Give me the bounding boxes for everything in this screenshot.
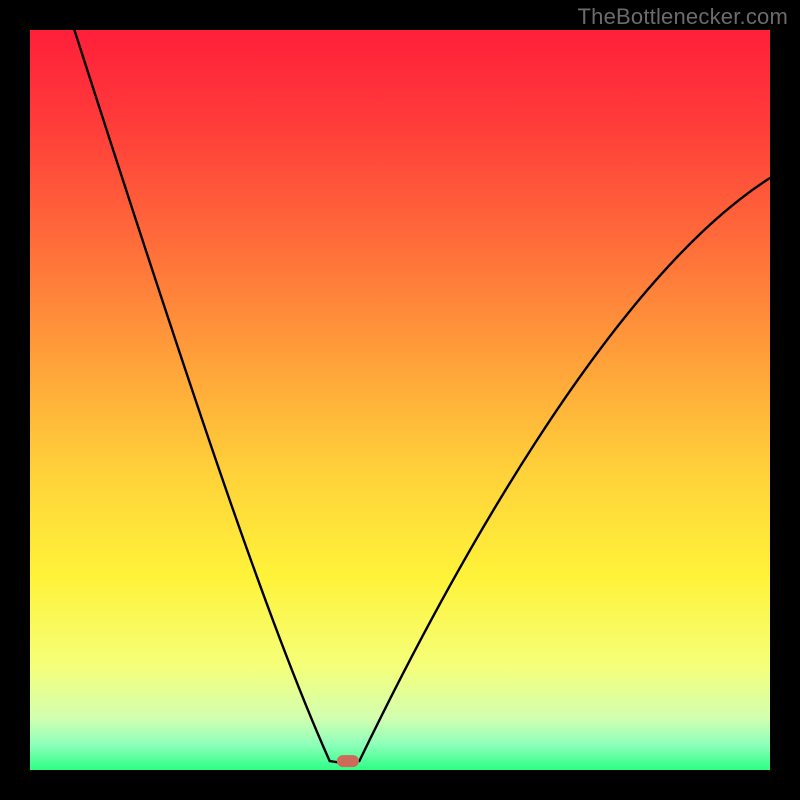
chart-container: TheBottlenecker.com: [0, 0, 800, 800]
vertex-marker: [337, 755, 359, 767]
watermark-text: TheBottlenecker.com: [578, 4, 788, 30]
bottleneck-curve: [30, 30, 770, 770]
plot-area: [30, 30, 770, 770]
curve-path: [74, 30, 770, 763]
